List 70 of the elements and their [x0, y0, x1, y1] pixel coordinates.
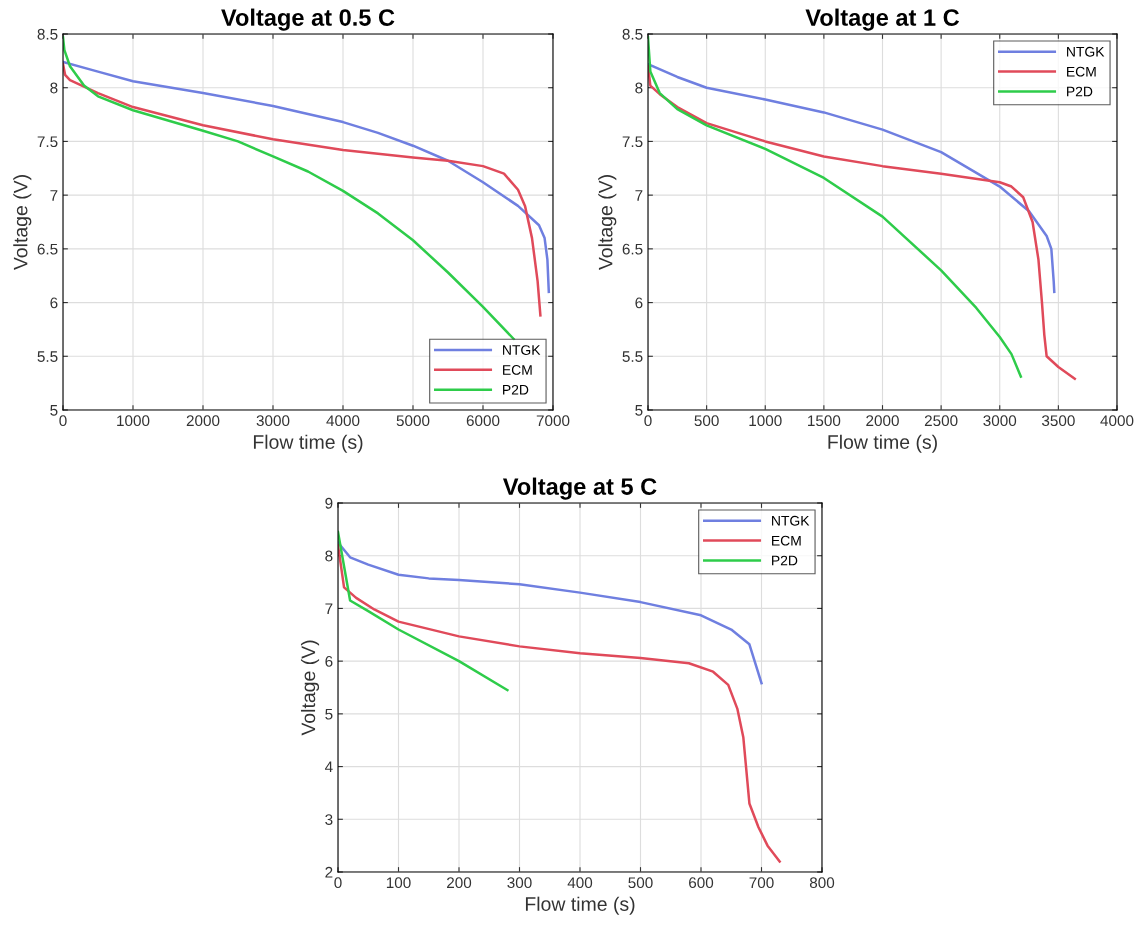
x-axis-title: Flow time (s) — [828, 434, 937, 453]
y-tick-label: 4 — [324, 761, 333, 773]
x-tick-label: 7000 — [536, 415, 570, 427]
y-tick-label: 5 — [50, 405, 58, 416]
line-series — [338, 530, 509, 692]
x-tick-label: 600 — [689, 877, 714, 889]
y-tick-label: 6 — [635, 297, 643, 309]
x-tick-label: 4000 — [1100, 415, 1134, 427]
y-tick-label: 3 — [325, 814, 333, 825]
y-tick-label: 7.5 — [37, 136, 58, 148]
x-tick-label: 500 — [694, 415, 719, 427]
x-tick-label: 0 — [59, 415, 67, 427]
y-tick-label: 7 — [50, 190, 58, 201]
x-tick-label: 800 — [809, 877, 835, 889]
chart-title: Voltage at 0.5 C — [221, 8, 395, 31]
legend-label: P2D — [772, 555, 798, 566]
legend-label: P2D — [503, 384, 529, 395]
y-tick-label: 7 — [325, 603, 333, 614]
y-axis-title: Voltage (V) — [13, 175, 32, 271]
y-tick-label: 8.5 — [622, 28, 643, 40]
y-tick-label: 7.5 — [622, 136, 643, 148]
y-tick-label: 5.5 — [622, 351, 643, 362]
x-tick-label: 5000 — [396, 415, 430, 427]
y-tick-label: 6 — [50, 297, 58, 309]
legend-label: NTGK — [772, 515, 810, 526]
chart-title: Voltage at 1 C — [805, 8, 960, 31]
x-axis-title: Flow time (s) — [253, 434, 363, 453]
y-tick-label: 6.5 — [622, 243, 643, 255]
x-tick-label: 0 — [334, 877, 342, 889]
x-tick-label: 400 — [567, 877, 593, 889]
y-tick-label: 8.5 — [37, 28, 58, 40]
legend-label: ECM — [772, 535, 801, 546]
x-axis-title: Flow time (s) — [525, 896, 635, 915]
x-tick-label: 1000 — [117, 415, 150, 427]
x-tick-label: 1000 — [749, 415, 782, 427]
y-axis-title: Voltage (V) — [300, 640, 320, 736]
x-tick-label: 3000 — [983, 415, 1017, 427]
legend-label: NTGK — [1067, 46, 1105, 57]
x-tick-label: 2000 — [866, 415, 899, 427]
x-tick-label: 0 — [644, 415, 652, 427]
y-tick-label: 8 — [325, 550, 333, 562]
y-tick-label: 7 — [635, 190, 643, 201]
legend-label: NTGK — [503, 345, 541, 355]
x-tick-label: 1500 — [808, 415, 841, 427]
x-tick-label: 4000 — [326, 415, 360, 427]
y-tick-label: 6.5 — [37, 243, 58, 255]
y-tick-label: 5 — [325, 708, 333, 720]
x-tick-label: 2000 — [186, 415, 220, 427]
y-tick-label: 8 — [50, 82, 58, 94]
legend-label: ECM — [503, 365, 532, 375]
x-tick-label: 6000 — [466, 415, 500, 427]
y-tick-label: 9 — [325, 497, 333, 509]
x-tick-label: 300 — [507, 877, 532, 889]
y-axis-title: Voltage (V) — [598, 175, 617, 271]
y-tick-label: 2 — [325, 866, 333, 878]
legend-label: P2D — [1067, 86, 1093, 97]
x-tick-label: 100 — [386, 877, 411, 889]
y-tick-label: 6 — [325, 656, 333, 667]
x-tick-label: 3500 — [1041, 415, 1075, 427]
x-tick-label: 3000 — [256, 415, 290, 427]
y-tick-label: 5 — [635, 405, 643, 416]
legend-label: ECM — [1067, 66, 1096, 77]
chart-title: Voltage at 5 C — [502, 477, 657, 500]
y-tick-label: 8 — [635, 82, 643, 94]
x-tick-label: 500 — [628, 877, 653, 889]
line-series — [648, 62, 1056, 294]
x-tick-label: 700 — [749, 877, 774, 889]
x-tick-label: 200 — [447, 877, 472, 889]
y-tick-label: 5.5 — [37, 351, 58, 362]
x-tick-label: 2500 — [924, 415, 958, 427]
